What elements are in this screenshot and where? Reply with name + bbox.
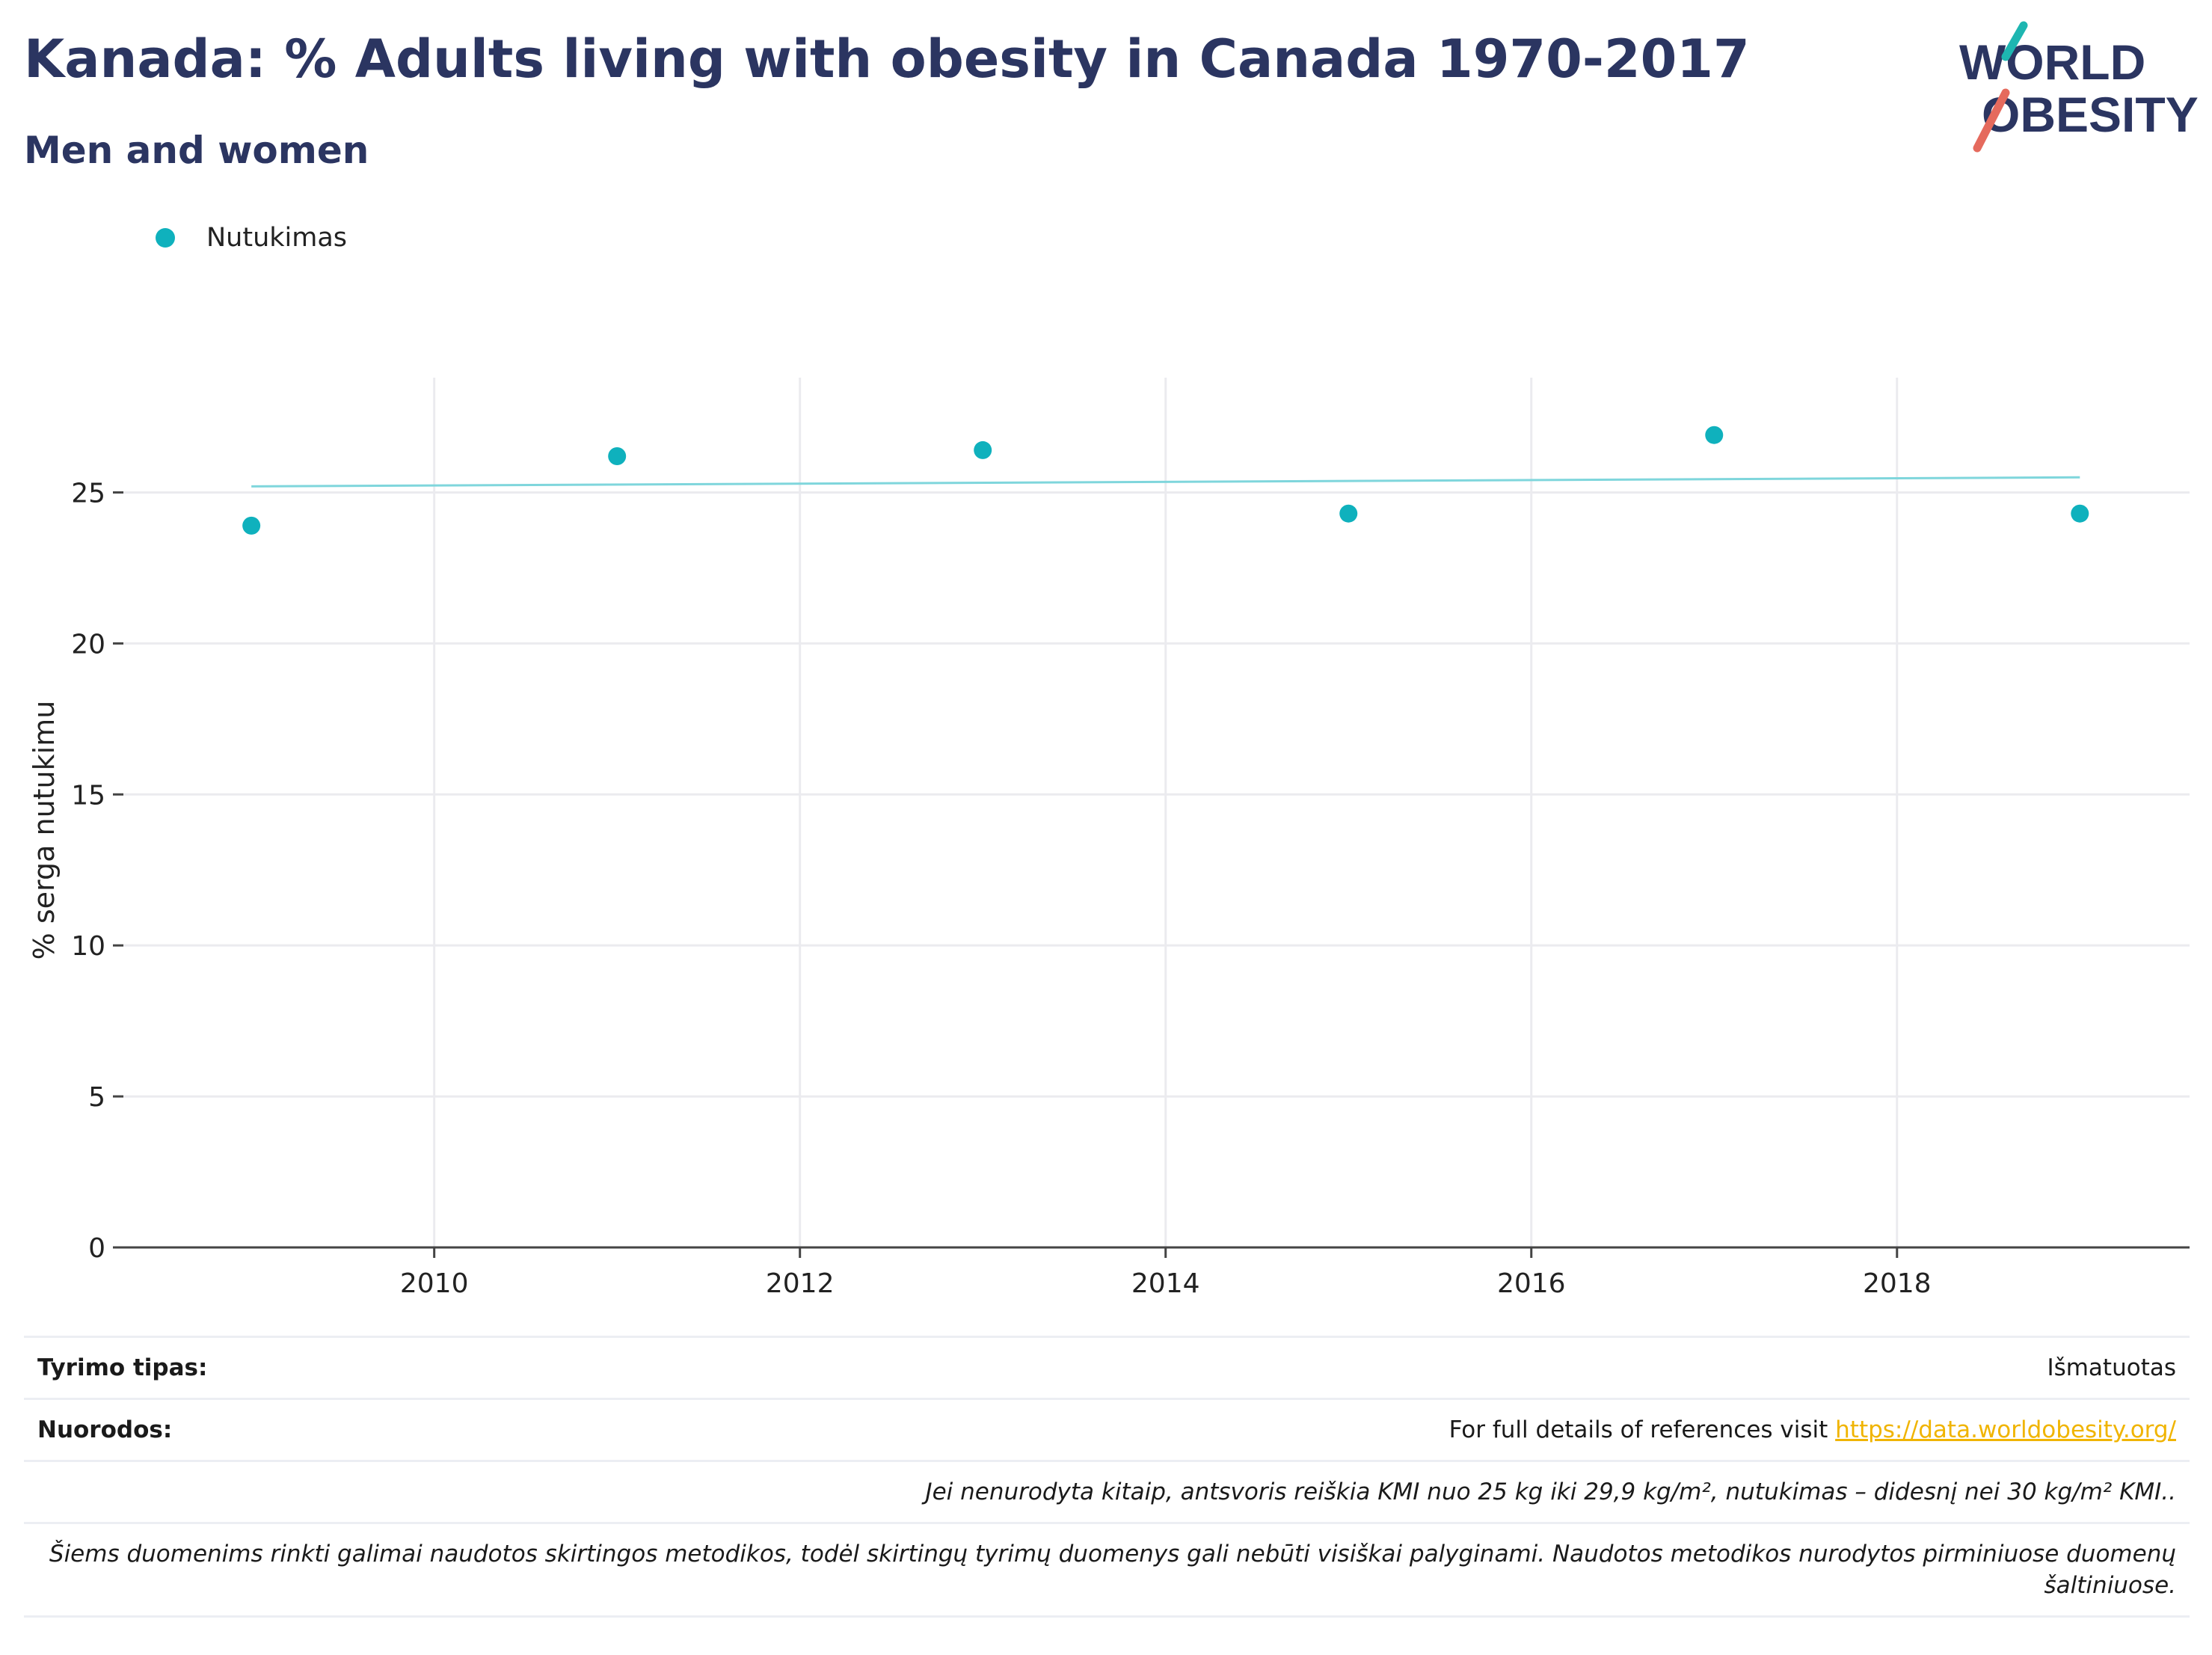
y-tick-label: 15 xyxy=(71,780,105,811)
study-type-label: Tyrimo tipas: xyxy=(37,1354,208,1381)
page-subtitle: Men and women xyxy=(24,129,369,172)
x-tick-label: 2018 xyxy=(1863,1268,1932,1299)
trend-layer xyxy=(251,476,2080,488)
definition-note: Jei nenurodyta kitaip, antsvoris reiškia… xyxy=(925,1479,2176,1505)
methodology-note-line1: Šiems duomenims rinkti galimai naudotos … xyxy=(49,1541,2176,1568)
legend-marker-icon xyxy=(156,228,175,248)
references-link[interactable]: https://data.worldobesity.org/ xyxy=(1835,1416,2176,1443)
references-text: For full details of references visit xyxy=(1448,1416,1836,1443)
legend-label: Nutukimas xyxy=(206,223,348,253)
study-type-row: Tyrimo tipas: Išmatuotas xyxy=(24,1338,2190,1400)
definition-row: Jei nenurodyta kitaip, antsvoris reiškia… xyxy=(24,1462,2190,1524)
study-type-value: Išmatuotas xyxy=(2047,1354,2176,1381)
chart-legend[interactable]: Nutukimas xyxy=(156,223,347,253)
x-tick-label: 2012 xyxy=(766,1268,835,1299)
data-points xyxy=(242,426,2089,535)
y-axis-label: % serga nutukimu xyxy=(28,701,61,960)
data-point xyxy=(608,446,627,465)
logo-word-world: WORLD xyxy=(1959,34,2145,90)
data-point xyxy=(974,440,992,459)
references-label: Nuorodos: xyxy=(37,1416,173,1443)
data-point xyxy=(2071,504,2089,523)
y-tick-label: 10 xyxy=(71,931,105,962)
methodology-note: Šiems duomenims rinkti galimai naudotos … xyxy=(37,1538,2176,1601)
axes: 2010 2012 2014 2016 2018 0 5 10 15 20 25 xyxy=(71,478,2190,1299)
world-obesity-logo: WORLD OBESITY xyxy=(1959,21,2199,153)
trend-line xyxy=(251,476,2080,488)
grid-lines xyxy=(123,378,2190,1247)
data-point xyxy=(1705,426,1724,444)
methodology-row: Šiems duomenims rinkti galimai naudotos … xyxy=(24,1524,2190,1618)
logo-word-obesity: OBESITY xyxy=(1982,87,2199,142)
data-point xyxy=(242,516,261,535)
y-tick-label: 5 xyxy=(88,1082,105,1113)
y-tick-label: 20 xyxy=(71,629,105,660)
references-row: Nuorodos: For full details of references… xyxy=(24,1400,2190,1462)
x-tick-label: 2014 xyxy=(1131,1268,1200,1299)
info-table: Tyrimo tipas: Išmatuotas Nuorodos: For f… xyxy=(24,1336,2190,1618)
y-tick-label: 25 xyxy=(71,478,105,509)
chart-area: 2010 2012 2014 2016 2018 0 5 10 15 20 25 % serga n… xyxy=(28,378,2190,1299)
methodology-note-line2: šaltiniuose. xyxy=(2044,1572,2176,1599)
page-title: Kanada: % Adults living with obesity in … xyxy=(24,28,1750,90)
references-value: For full details of references visit htt… xyxy=(1449,1416,2176,1443)
x-tick-label: 2010 xyxy=(400,1268,469,1299)
data-point xyxy=(1339,504,1358,523)
y-tick-label: 0 xyxy=(88,1233,105,1264)
x-tick-label: 2016 xyxy=(1497,1268,1566,1299)
